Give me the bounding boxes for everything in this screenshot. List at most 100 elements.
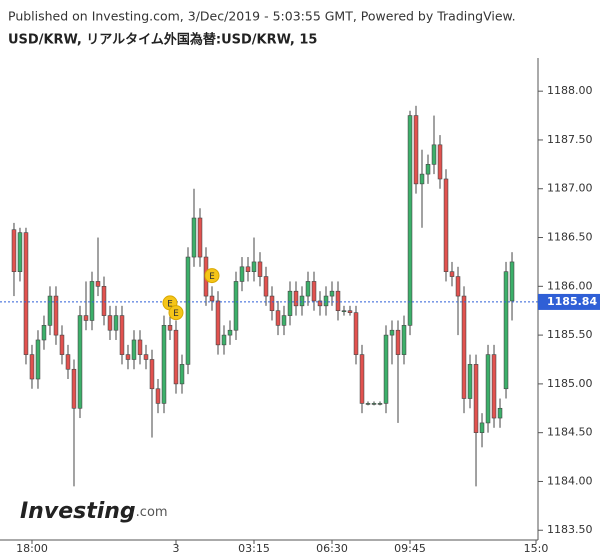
- candle-body: [179, 364, 185, 385]
- candle-body: [461, 295, 467, 399]
- candle-body: [413, 115, 419, 185]
- candle-body: [335, 290, 341, 312]
- candle-body: [29, 354, 35, 380]
- event-marker-label: E: [173, 309, 179, 319]
- symbol-title: USD/KRW, リアルタイム外国為替:USD/KRW, 15: [8, 32, 317, 48]
- candle-body: [263, 276, 269, 297]
- x-tick-label: 15:0: [524, 542, 549, 555]
- candle-body: [485, 354, 491, 424]
- candle-body: [119, 315, 125, 355]
- x-tick-label: 09:45: [394, 542, 426, 555]
- event-marker: [168, 305, 184, 321]
- y-tick-label: 1186.50: [547, 231, 593, 244]
- candle-body: [173, 329, 179, 385]
- x-tick-label: 18:00: [16, 542, 48, 555]
- candle-body: [395, 329, 401, 355]
- candle-body: [377, 403, 383, 405]
- candle-body: [341, 310, 347, 313]
- candle-body: [497, 407, 503, 419]
- candle-body: [101, 286, 107, 316]
- candle-body: [323, 295, 329, 307]
- candle-body: [23, 232, 29, 355]
- candle-body: [389, 329, 395, 336]
- candle-body: [41, 325, 47, 341]
- y-tick-label: 1185.50: [547, 328, 593, 341]
- x-tick-label: 03:15: [238, 542, 270, 555]
- x-tick-label: 3: [172, 542, 179, 555]
- y-tick-label: 1187.50: [547, 133, 593, 146]
- candle-body: [95, 281, 101, 287]
- candle-body: [401, 325, 407, 355]
- candle-body: [371, 403, 377, 405]
- y-tick-label: 1188.00: [547, 84, 593, 97]
- candle-body: [239, 266, 245, 282]
- y-tick-label: 1185.00: [547, 377, 593, 390]
- candle-body: [221, 334, 227, 346]
- candle-body: [35, 339, 41, 380]
- candle-body: [11, 229, 17, 272]
- candle-body: [449, 271, 455, 277]
- event-marker-label: E: [167, 299, 173, 309]
- event-marker-label: E: [209, 272, 215, 282]
- candle-body: [437, 144, 443, 180]
- candle-body: [275, 310, 281, 326]
- candle-body: [233, 281, 239, 331]
- candle-body: [293, 290, 299, 307]
- candle-body: [425, 164, 431, 175]
- logo-brand: Investing: [20, 499, 136, 524]
- candle-body: [473, 364, 479, 433]
- y-tick-label: 1187.00: [547, 182, 593, 195]
- candle-body: [143, 354, 149, 360]
- candle-body: [311, 281, 317, 302]
- candle-body: [509, 261, 515, 302]
- y-tick-label: 1183.50: [547, 523, 593, 536]
- candle-body: [209, 295, 215, 302]
- candle-body: [137, 339, 143, 355]
- candle-body: [155, 388, 161, 404]
- candle-body: [467, 364, 473, 399]
- candle-body: [65, 354, 71, 370]
- y-tick-label: 1184.00: [547, 474, 593, 487]
- candle-body: [365, 403, 371, 405]
- candle-body: [491, 354, 497, 419]
- last-price-label: 1185.84: [547, 295, 597, 308]
- candle-body: [287, 290, 293, 316]
- candle-body: [383, 334, 389, 404]
- candle-body: [83, 315, 89, 321]
- event-marker: [204, 268, 220, 284]
- candle-body: [419, 173, 425, 185]
- candle-body: [353, 312, 359, 355]
- candle-body: [17, 232, 23, 272]
- candle-body: [443, 178, 449, 272]
- candle-body: [431, 144, 437, 165]
- candle-body: [131, 339, 137, 360]
- candle-body: [407, 115, 413, 326]
- candle-body: [77, 315, 83, 409]
- candle-body: [215, 300, 221, 346]
- candle-body: [455, 276, 461, 297]
- candle-body: [89, 281, 95, 321]
- candle-body: [359, 354, 365, 404]
- logo: Investing.com: [20, 499, 168, 524]
- y-tick-label: 1184.50: [547, 426, 593, 439]
- candle-body: [347, 310, 353, 313]
- candle-body: [503, 271, 509, 390]
- candle-body: [317, 300, 323, 307]
- candle-body: [299, 295, 305, 307]
- logo-suffix: .com: [136, 505, 168, 520]
- candle-body: [71, 368, 77, 409]
- candle-body: [53, 295, 59, 336]
- candle-body: [125, 354, 131, 360]
- candle-body: [257, 261, 263, 277]
- candle-body: [191, 217, 197, 258]
- candle-body: [329, 290, 335, 297]
- candle-body: [149, 359, 155, 390]
- candle-body: [47, 295, 53, 326]
- candle-body: [107, 315, 113, 331]
- candle-body: [167, 325, 173, 331]
- candle-body: [227, 329, 233, 336]
- candle-body: [251, 261, 257, 272]
- candle-body: [113, 315, 119, 331]
- y-tick-label: 1186.00: [547, 279, 593, 292]
